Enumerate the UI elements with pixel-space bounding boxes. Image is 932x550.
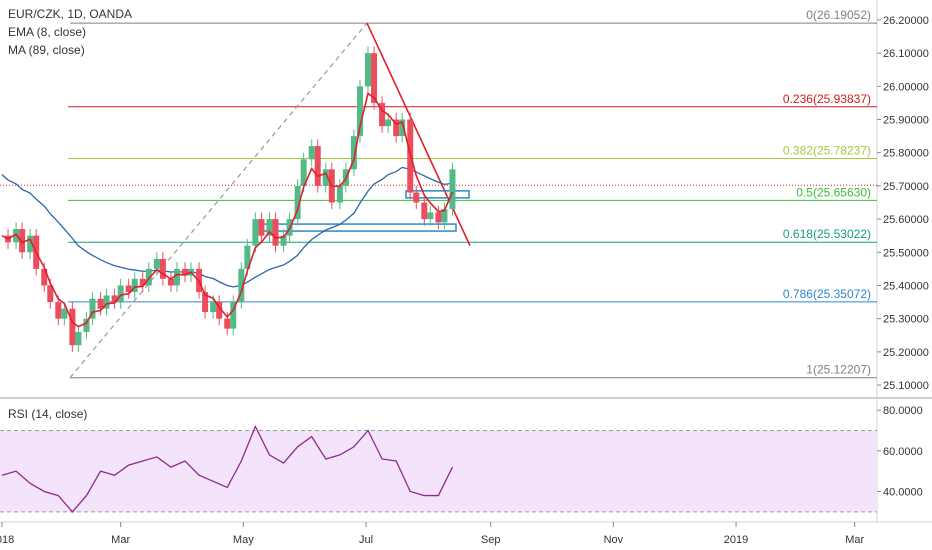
candle-body: [314, 146, 321, 186]
candle-body: [244, 245, 251, 269]
candle-body: [280, 235, 287, 246]
y-tick-label: 26.00000: [883, 81, 929, 93]
candle-body: [356, 86, 363, 137]
candle-body: [350, 136, 357, 170]
fib-level-label: 0.5(25.65630): [796, 185, 871, 199]
candle-body: [89, 298, 96, 319]
rsi-legend: RSI (14, close): [8, 405, 87, 423]
x-tick-label: Sep: [481, 534, 501, 546]
chart-legend: EUR/CZK, 1D, OANDA EMA (8, close) MA (89…: [8, 5, 132, 59]
candle-body: [252, 219, 259, 246]
candle-body: [61, 308, 68, 319]
rsi-y-tick-label: 80.0000: [883, 405, 923, 417]
candle-body: [117, 285, 124, 303]
candle-body: [413, 192, 420, 203]
candle-body: [27, 235, 34, 253]
candle-body: [238, 268, 245, 303]
candle-body: [272, 219, 279, 246]
candle-body: [371, 53, 378, 103]
candle-body: [322, 169, 329, 186]
candle-body: [266, 219, 273, 236]
y-tick-label: 25.60000: [883, 214, 929, 226]
y-tick-label: 26.20000: [883, 15, 929, 27]
candle-body: [210, 302, 217, 313]
candle-body: [19, 229, 26, 253]
candle-body: [336, 185, 343, 203]
candle-body: [159, 258, 166, 279]
rsi-y-tick-label: 60.0000: [883, 446, 923, 458]
y-tick-label: 25.30000: [883, 314, 929, 326]
candle-body: [216, 302, 223, 319]
candle-body: [449, 169, 456, 210]
candle-body: [182, 268, 189, 276]
fib-level-label: 1(25.12207): [806, 363, 871, 377]
candle-body: [258, 219, 265, 236]
candle-body: [145, 268, 152, 286]
candle-body: [173, 268, 180, 286]
y-tick-label: 26.10000: [883, 48, 929, 60]
fib-level-label: 0.618(25.53022): [783, 227, 871, 241]
candle-body: [97, 298, 104, 309]
y-tick-label: 25.70000: [883, 181, 929, 193]
x-tick-label: 2018: [0, 534, 14, 546]
candle-body: [294, 185, 301, 220]
candle-body: [75, 331, 82, 346]
rsi-y-tick-label: 40.0000: [883, 487, 923, 499]
fib-level-label: 0.236(25.93837): [783, 92, 871, 106]
candle-body: [379, 102, 386, 127]
candle-body: [224, 318, 231, 329]
y-tick-label: 25.40000: [883, 280, 929, 292]
candle-body: [131, 278, 138, 293]
ema-line: [1, 92, 454, 328]
symbol-label[interactable]: EUR/CZK, 1D, OANDA: [8, 7, 133, 21]
fib-level-label: 0.382(25.78237): [783, 144, 871, 158]
candle-body: [385, 119, 392, 127]
y-tick-label: 25.90000: [883, 115, 929, 127]
candle-body: [399, 119, 406, 137]
x-tick-label: Mar: [845, 534, 864, 546]
x-tick-label: Nov: [604, 534, 624, 546]
candle-body: [111, 295, 118, 303]
ma-label[interactable]: MA (89, close): [8, 43, 85, 57]
candle-body: [202, 292, 209, 313]
candle-body: [13, 229, 20, 243]
candle-body: [427, 212, 434, 220]
ema-label[interactable]: EMA (8, close): [8, 25, 87, 39]
y-tick-label: 25.20000: [883, 347, 929, 359]
candle-body: [393, 119, 400, 137]
x-tick-label: Mar: [111, 534, 130, 546]
rsi-band: [0, 430, 877, 512]
candle-body: [441, 209, 448, 223]
fib-level-label: 0.786(25.35072): [783, 287, 871, 301]
candle-body: [308, 146, 315, 160]
rsi-label[interactable]: RSI (14, close): [8, 407, 88, 421]
candle-body: [103, 295, 110, 309]
candle-body: [125, 285, 132, 293]
candle-body: [435, 212, 442, 223]
y-tick-label: 25.50000: [883, 247, 929, 259]
candle-body: [47, 285, 54, 303]
x-tick-label: 2019: [724, 534, 748, 546]
ma-line: [1, 166, 453, 288]
x-tick-label: Jul: [359, 534, 373, 546]
candle-body: [55, 302, 62, 319]
candle-body: [69, 308, 76, 346]
y-tick-label: 25.10000: [883, 380, 929, 392]
candle-body: [83, 318, 90, 332]
candle-body: [421, 202, 428, 220]
candle-body: [167, 278, 174, 286]
resistance-box: [405, 190, 470, 199]
y-tick-label: 25.80000: [883, 148, 929, 160]
candle-body: [153, 258, 160, 269]
rsi-line: [1, 424, 454, 513]
candle-body: [230, 302, 237, 329]
candle-body: [139, 278, 146, 286]
x-tick-label: May: [233, 534, 254, 546]
fib-level-label: 0(26.19052): [806, 8, 871, 22]
candle-body: [300, 159, 307, 186]
candle-body: [41, 268, 48, 286]
candle-body: [365, 53, 372, 87]
